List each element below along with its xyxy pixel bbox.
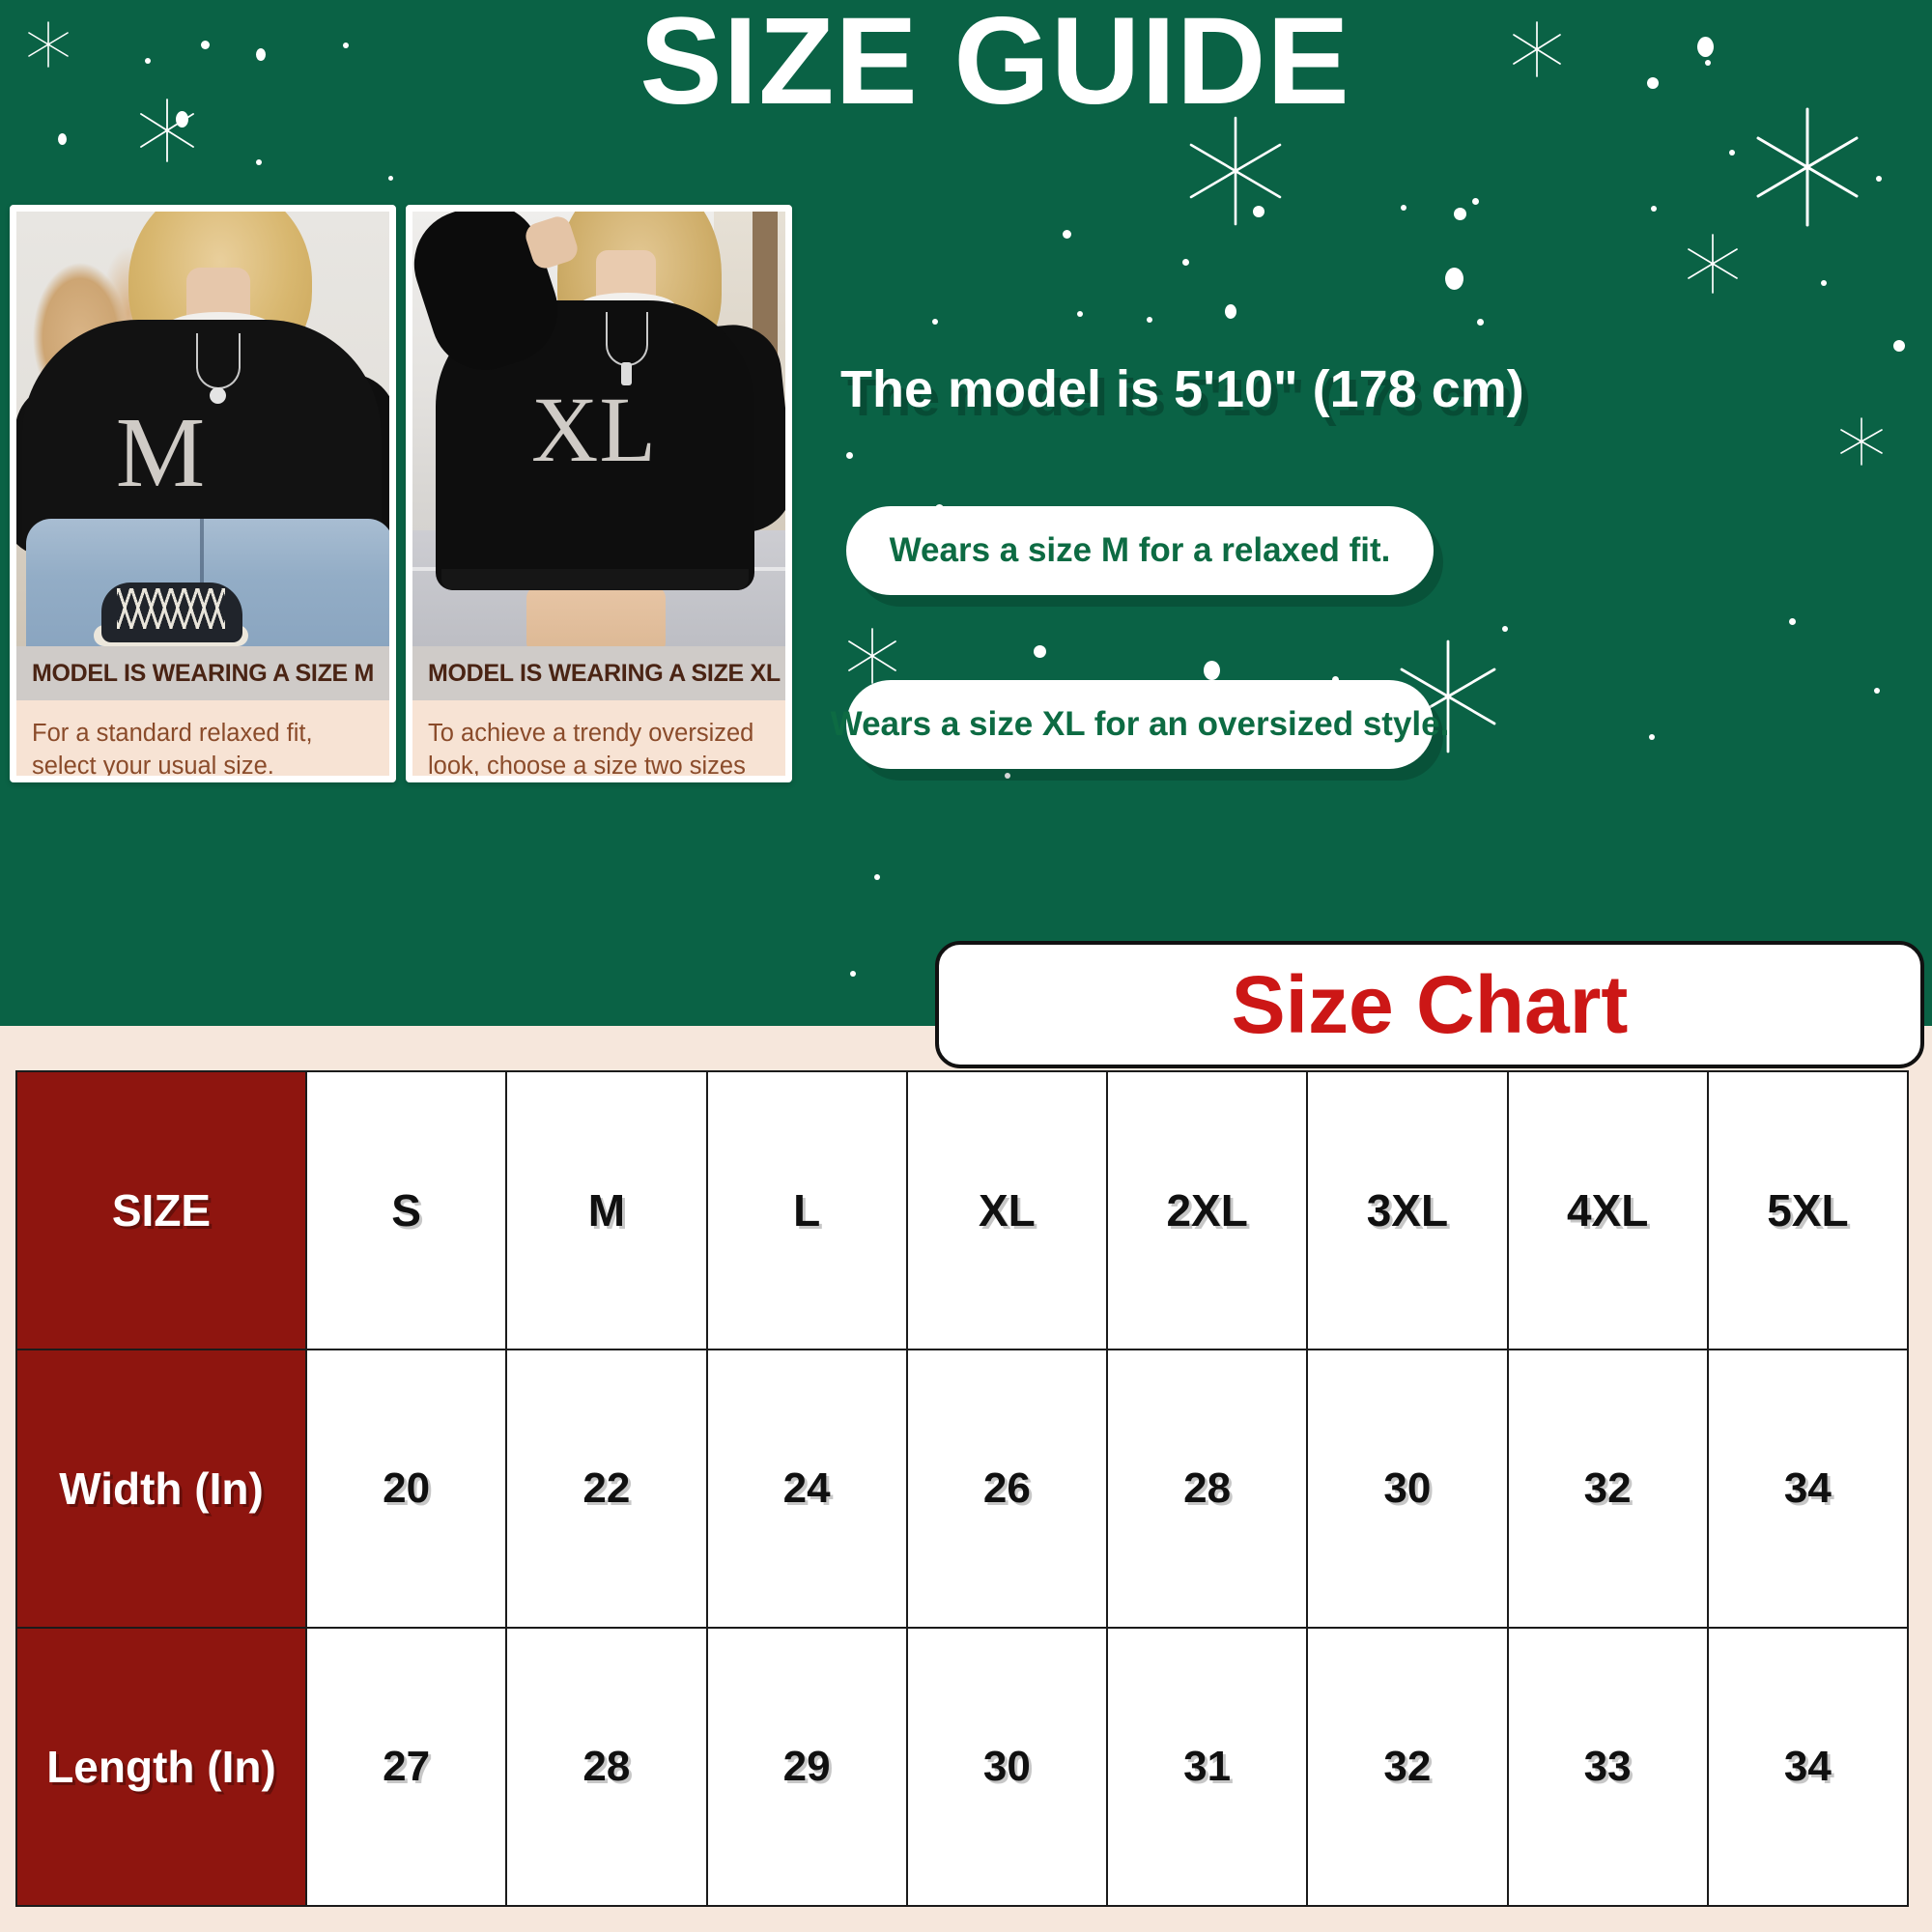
- cell-width-5xl: 34: [1706, 1349, 1910, 1629]
- snow-dot: [1876, 176, 1882, 182]
- snow-dot: [1182, 259, 1189, 266]
- model-caption-xl: MODEL IS WEARING A SIZE XL: [412, 646, 785, 700]
- page-title: SIZE GUIDE: [639, 0, 1350, 130]
- snowflake-icon: [842, 626, 902, 686]
- table-rowlabel-width: Width (In): [15, 1349, 307, 1629]
- cell-width-4xl: 32: [1506, 1349, 1709, 1629]
- snow-dot: [145, 58, 151, 64]
- cell-width-m: 22: [505, 1349, 708, 1629]
- snow-dot: [1821, 280, 1827, 286]
- size-chart-badge: Size Chart: [935, 941, 1924, 1068]
- sweatshirt-size-letter-m: M: [115, 397, 208, 508]
- snowflake-icon: [1835, 415, 1888, 468]
- table-row-header: SIZE S M L XL 2XL 3XL 4XL 5XL: [15, 1070, 1910, 1350]
- model-caption-m: MODEL IS WEARING A SIZE M: [16, 646, 389, 700]
- snow-dot: [1502, 626, 1508, 632]
- snowflake-icon: [133, 97, 201, 164]
- snow-dot: [1253, 206, 1264, 217]
- table-header-xl: XL: [905, 1070, 1109, 1350]
- snow-dot: [1147, 317, 1152, 323]
- snowflake-icon: [1179, 114, 1293, 228]
- snow-dot: [1649, 734, 1655, 740]
- snow-dot: [1647, 77, 1659, 89]
- fit-note-m: Wears a size M for a relaxed fit.: [846, 506, 1434, 595]
- snow-dot: [1874, 688, 1880, 694]
- snow-dot: [1034, 645, 1046, 658]
- cell-length-3xl: 32: [1306, 1627, 1509, 1907]
- cell-width-3xl: 30: [1306, 1349, 1509, 1629]
- model-photo-m: M: [16, 212, 389, 646]
- snow-dot: [256, 159, 262, 165]
- snow-dot: [1789, 618, 1796, 625]
- cell-length-xl: 30: [905, 1627, 1109, 1907]
- cell-width-2xl: 28: [1105, 1349, 1309, 1629]
- snow-dot: [58, 133, 67, 145]
- cell-width-s: 20: [304, 1349, 508, 1629]
- model-height-text: The model is 5'10" (178 cm): [840, 360, 1524, 418]
- snow-dot: [850, 971, 856, 977]
- table-header-4xl: 4XL: [1506, 1070, 1709, 1350]
- table-header-size: SIZE: [15, 1070, 307, 1350]
- snow-dot: [1401, 205, 1406, 211]
- table-header-3xl: 3XL: [1306, 1070, 1509, 1350]
- snow-dot: [1005, 773, 1010, 779]
- size-chart-table: SIZE S M L XL 2XL 3XL 4XL 5XL Width (In)…: [15, 1070, 1910, 1907]
- cell-length-2xl: 31: [1105, 1627, 1309, 1907]
- fit-note-xl-label: Wears a size XL for an oversized style.: [830, 705, 1450, 743]
- snow-dot: [1332, 676, 1339, 683]
- table-header-s: S: [304, 1070, 508, 1350]
- cell-length-l: 29: [705, 1627, 908, 1907]
- snow-dot: [1477, 319, 1484, 326]
- sweatshirt-size-letter-xl: XL: [531, 378, 657, 481]
- snow-dot: [874, 874, 880, 880]
- fit-note-xl: Wears a size XL for an oversized style.: [831, 680, 1449, 769]
- snowflake-icon: [23, 19, 73, 70]
- snow-dot: [343, 43, 349, 48]
- snow-dot: [1697, 37, 1714, 57]
- snow-dot: [1204, 661, 1220, 680]
- model-card-xl[interactable]: XL MODEL IS WEARING A SIZE XL To achieve…: [406, 205, 792, 782]
- snow-dot: [1729, 150, 1735, 156]
- snow-dot: [256, 48, 266, 61]
- model-description-m: For a standard relaxed fit, select your …: [16, 700, 389, 776]
- cell-length-5xl: 34: [1706, 1627, 1910, 1907]
- table-header-2xl: 2XL: [1105, 1070, 1309, 1350]
- snow-dot: [932, 319, 938, 325]
- table-header-l: L: [705, 1070, 908, 1350]
- table-rowlabel-length: Length (In): [15, 1627, 307, 1907]
- model-description-xl: To achieve a trendy oversized look, choo…: [412, 700, 785, 776]
- snow-dot: [1454, 208, 1466, 220]
- snow-dot: [1472, 198, 1479, 205]
- snowflake-icon: [1745, 104, 1870, 230]
- table-header-m: M: [505, 1070, 708, 1350]
- cell-width-xl: 26: [905, 1349, 1109, 1629]
- snow-dot: [1893, 340, 1905, 352]
- table-row-length: Length (In) 27 28 29 30 31 32 33 34: [15, 1627, 1910, 1907]
- table-header-5xl: 5XL: [1706, 1070, 1910, 1350]
- model-card-m[interactable]: M MODEL IS WEARING A SIZE M For a standa…: [10, 205, 396, 782]
- cell-length-4xl: 33: [1506, 1627, 1709, 1907]
- model-photo-xl: XL: [412, 212, 785, 646]
- table-row-width: Width (In) 20 22 24 26 28 30 32 34: [15, 1349, 1910, 1629]
- snowflake-icon: [1507, 19, 1567, 79]
- cell-length-m: 28: [505, 1627, 708, 1907]
- snowflake-icon: [1681, 232, 1745, 296]
- fit-note-m-label: Wears a size M for a relaxed fit.: [889, 531, 1391, 569]
- snow-dot: [1445, 268, 1463, 290]
- cell-width-l: 24: [705, 1349, 908, 1629]
- snow-dot: [1225, 304, 1236, 319]
- size-chart-badge-label: Size Chart: [1231, 958, 1629, 1050]
- snow-dot: [1063, 230, 1071, 239]
- snow-dot: [846, 452, 853, 459]
- snow-dot: [388, 176, 393, 181]
- snow-dot: [1651, 206, 1657, 212]
- cell-length-s: 27: [304, 1627, 508, 1907]
- snow-dot: [1077, 311, 1083, 317]
- snow-dot: [201, 41, 210, 49]
- snow-dot: [1705, 60, 1711, 66]
